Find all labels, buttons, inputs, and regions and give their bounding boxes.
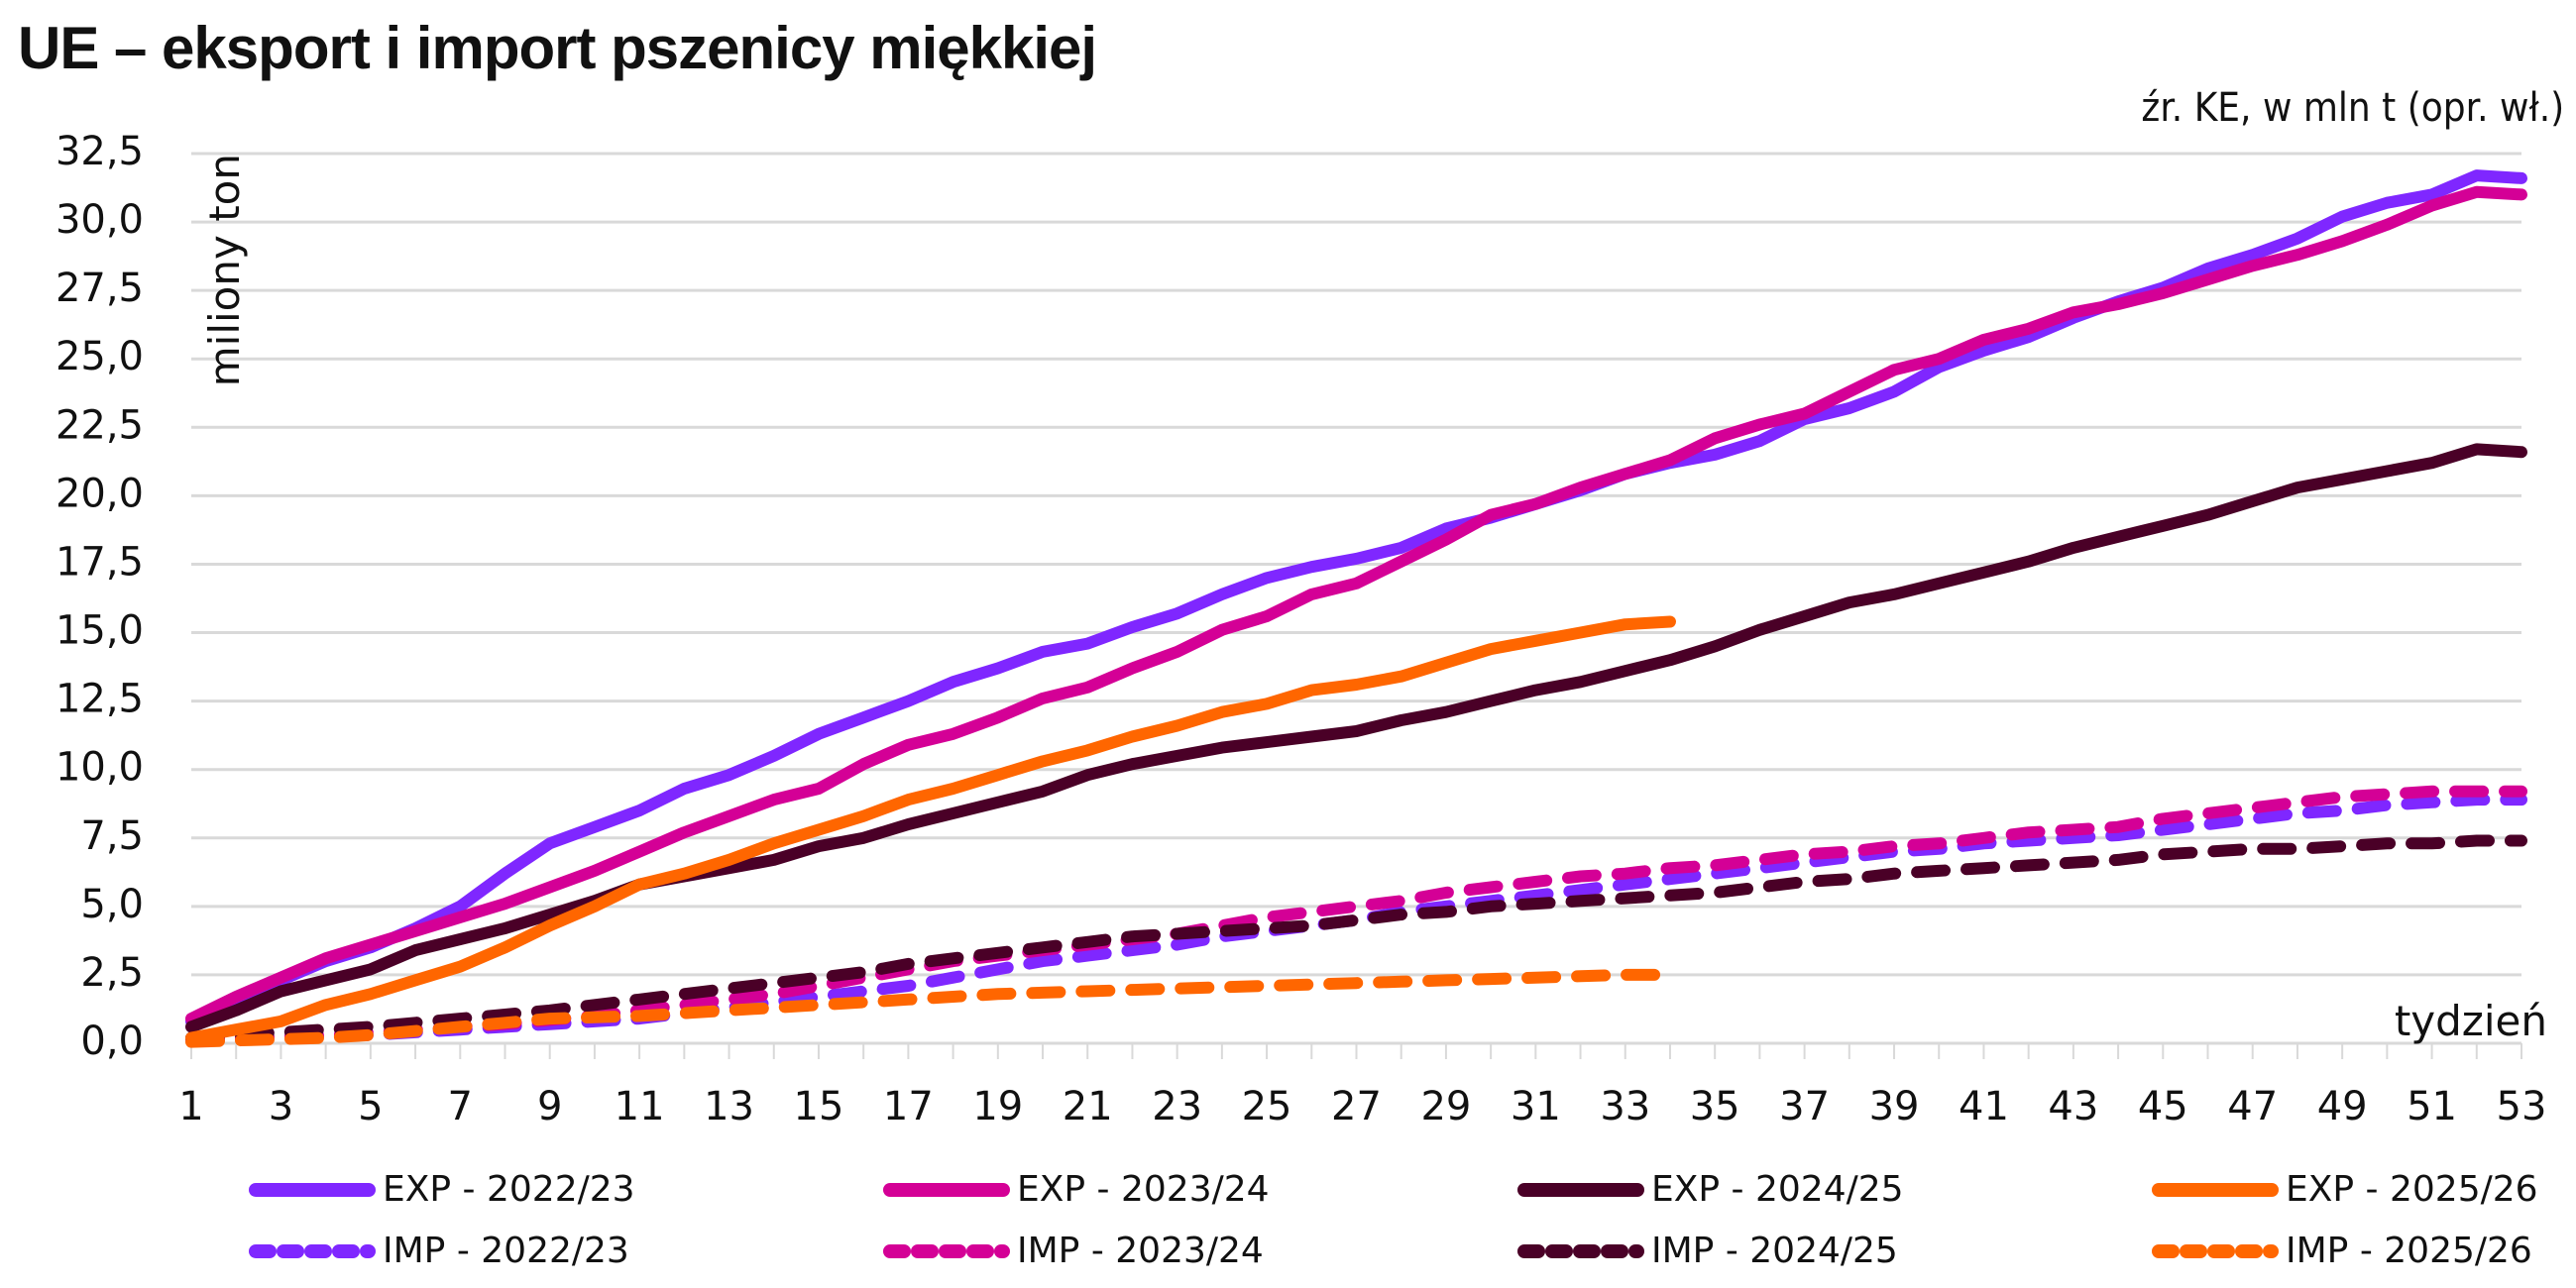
x-axis-ticks: 1 3 5 7 9 11 13 15 17 19 21 23 25 27 29 31 33 35 37 39 41 43 4… — [178, 1084, 2546, 1129]
y-tick-label: 0,0 — [80, 1019, 144, 1064]
y-tick-label: 15,0 — [56, 608, 144, 654]
y-tick-label: 2,5 — [80, 950, 144, 996]
x-axis-label: tydzień — [2395, 997, 2547, 1045]
legend-label: EXP - 2023/24 — [1017, 1169, 1270, 1210]
series-line-exp-2023-24 — [185, 185, 2527, 1025]
y-axis-label: miliony ton — [200, 154, 249, 386]
x-tick-label: 31 — [1511, 1084, 1561, 1129]
legend-item: EXP - 2025/26 — [2151, 1169, 2538, 1210]
legend-label: IMP - 2022/23 — [383, 1231, 629, 1271]
legend-swatch — [883, 1182, 1010, 1197]
series-line-imp-2023-24 — [185, 785, 2527, 1045]
legend-item: EXP - 2024/25 — [1516, 1169, 1904, 1210]
x-tick-label: 53 — [2497, 1084, 2547, 1129]
legend-swatch — [883, 1243, 1010, 1258]
x-tick-label: 19 — [972, 1084, 1023, 1129]
x-tick-label: 23 — [1152, 1084, 1202, 1129]
y-tick-label: 10,0 — [56, 745, 144, 791]
chart-title: UE – eksport i import pszenicy miękkiej — [18, 15, 1097, 81]
x-tick-label: 47 — [2227, 1084, 2278, 1129]
series-line-exp-2024-25 — [185, 443, 2527, 1033]
x-tick-label: 9 — [537, 1084, 562, 1129]
legend-item: IMP - 2023/24 — [882, 1231, 1264, 1271]
legend-label: EXP - 2025/26 — [2286, 1169, 2538, 1210]
series-line-exp-2025-26 — [185, 615, 1676, 1044]
legend-item: EXP - 2022/23 — [248, 1169, 635, 1210]
legend-label: EXP - 2024/25 — [1651, 1169, 1904, 1210]
legend-swatch — [1517, 1243, 1644, 1258]
legend-swatch — [249, 1182, 376, 1197]
y-tick-label: 5,0 — [80, 882, 144, 927]
x-tick-label: 15 — [794, 1084, 844, 1129]
series-line-imp-2024-25 — [185, 834, 2527, 1044]
x-tick-label: 13 — [704, 1084, 754, 1129]
source-note: źr. KE, w mln t (opr. wł.) — [2141, 85, 2564, 131]
x-tick-label: 35 — [1690, 1084, 1740, 1129]
y-tick-label: 32,5 — [56, 129, 144, 174]
x-tick-label: 3 — [269, 1084, 293, 1129]
legend-item: IMP - 2022/23 — [248, 1231, 629, 1271]
y-tick-label: 22,5 — [56, 402, 144, 448]
x-tick-label: 29 — [1420, 1084, 1471, 1129]
x-tick-label: 27 — [1331, 1084, 1382, 1129]
y-tick-label: 17,5 — [56, 539, 144, 585]
x-tick-label: 49 — [2317, 1084, 2368, 1129]
x-tick-label: 43 — [2048, 1084, 2098, 1129]
x-tick-label: 33 — [1600, 1084, 1650, 1129]
x-tick-label: 7 — [448, 1084, 473, 1129]
legend-item: IMP - 2025/26 — [2151, 1231, 2532, 1271]
x-tick-label: 1 — [178, 1084, 203, 1129]
y-tick-label: 27,5 — [56, 266, 144, 311]
y-tick-label: 20,0 — [56, 471, 144, 516]
legend-label: EXP - 2022/23 — [383, 1169, 635, 1210]
line-chart: 0,0 2,5 5,0 7,5 10,0 12,5 15,0 17,5 20,0 22,5 25,0… — [56, 129, 2547, 1129]
legend-item: EXP - 2023/24 — [882, 1169, 1270, 1210]
y-tick-label: 12,5 — [56, 677, 144, 722]
x-tick-label: 45 — [2138, 1084, 2188, 1129]
x-tick-label: 5 — [358, 1084, 383, 1129]
legend-label: IMP - 2024/25 — [1651, 1231, 1898, 1271]
legend-label: IMP - 2023/24 — [1017, 1231, 1264, 1271]
x-tick-label: 51 — [2407, 1084, 2457, 1129]
legend-swatch — [2152, 1182, 2279, 1197]
legend-label: IMP - 2025/26 — [2286, 1231, 2532, 1271]
y-tick-label: 30,0 — [56, 197, 144, 243]
legend-swatch — [1517, 1182, 1644, 1197]
x-tick-label: 21 — [1063, 1084, 1113, 1129]
x-tick-label: 37 — [1779, 1084, 1830, 1129]
y-tick-label: 25,0 — [56, 334, 144, 379]
x-tick-label: 11 — [615, 1084, 665, 1129]
series-lines — [185, 169, 2527, 1048]
y-axis-ticks: 0,0 2,5 5,0 7,5 10,0 12,5 15,0 17,5 20,0 22,5 25,0… — [56, 129, 144, 1064]
y-tick-label: 7,5 — [80, 813, 144, 859]
legend-item: IMP - 2024/25 — [1516, 1231, 1898, 1271]
x-tick-label: 41 — [1959, 1084, 2009, 1129]
legend-swatch — [2152, 1243, 2279, 1258]
x-tick-label: 25 — [1242, 1084, 1292, 1129]
x-tick-label: 17 — [883, 1084, 934, 1129]
legend-swatch — [249, 1243, 376, 1258]
x-tick-label: 39 — [1869, 1084, 1920, 1129]
series-line-imp-2025-26 — [185, 968, 1676, 1048]
legend: EXP - 2022/23 EXP - 2023/24 EXP - 2024/25 E… — [248, 1169, 2538, 1278]
x-axis — [190, 1043, 2522, 1059]
